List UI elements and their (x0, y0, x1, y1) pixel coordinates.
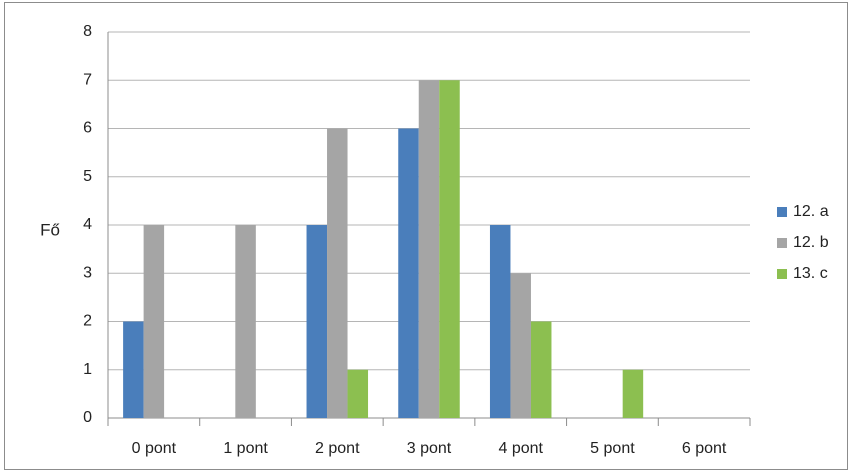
bar (418, 80, 440, 418)
y-axis-label: Fő (40, 220, 60, 239)
x-tick-label: 6 pont (682, 440, 727, 457)
x-tick-labels: 0 pont 1 pont 2 pont 3 pont 4 pont 5 pont 6 po… (132, 440, 727, 457)
y-tick-label: 5 (83, 168, 92, 185)
legend: 12. a 12. b 13. c (777, 203, 829, 282)
y-tick-label: 7 (83, 71, 92, 88)
legend-swatch (777, 269, 787, 279)
bars (123, 80, 644, 418)
legend-label: 13. c (793, 265, 828, 282)
x-tick-label: 1 pont (223, 440, 268, 457)
y-tick-label: 4 (83, 216, 92, 233)
x-tick-label: 0 pont (132, 440, 177, 457)
legend-swatch (777, 238, 787, 248)
y-tick-label: 8 (83, 23, 92, 40)
bar (123, 321, 144, 418)
bar (235, 225, 256, 418)
x-tick-label: 4 pont (498, 440, 543, 457)
y-tick-labels: 0 1 2 3 4 5 6 7 8 (83, 23, 92, 426)
y-tick-label: 6 (83, 120, 92, 137)
bar (489, 225, 511, 418)
bar (398, 128, 419, 418)
bar (143, 225, 165, 418)
x-tick-label: 3 pont (407, 440, 452, 457)
bar (530, 321, 552, 418)
bar (306, 225, 328, 418)
y-tick-label: 0 (83, 409, 92, 426)
bar (327, 128, 348, 418)
bar (510, 273, 531, 418)
y-tick-label: 2 (83, 313, 92, 330)
y-tick-label: 1 (83, 361, 92, 378)
y-tick-label: 3 (83, 264, 92, 281)
bar (622, 369, 644, 418)
x-tick-label: 2 pont (315, 440, 360, 457)
x-tick-label: 5 pont (590, 440, 635, 457)
legend-label: 12. b (793, 234, 829, 251)
bar (347, 369, 369, 418)
legend-label: 12. a (793, 203, 829, 220)
legend-swatch (777, 207, 787, 217)
bar (439, 80, 460, 418)
